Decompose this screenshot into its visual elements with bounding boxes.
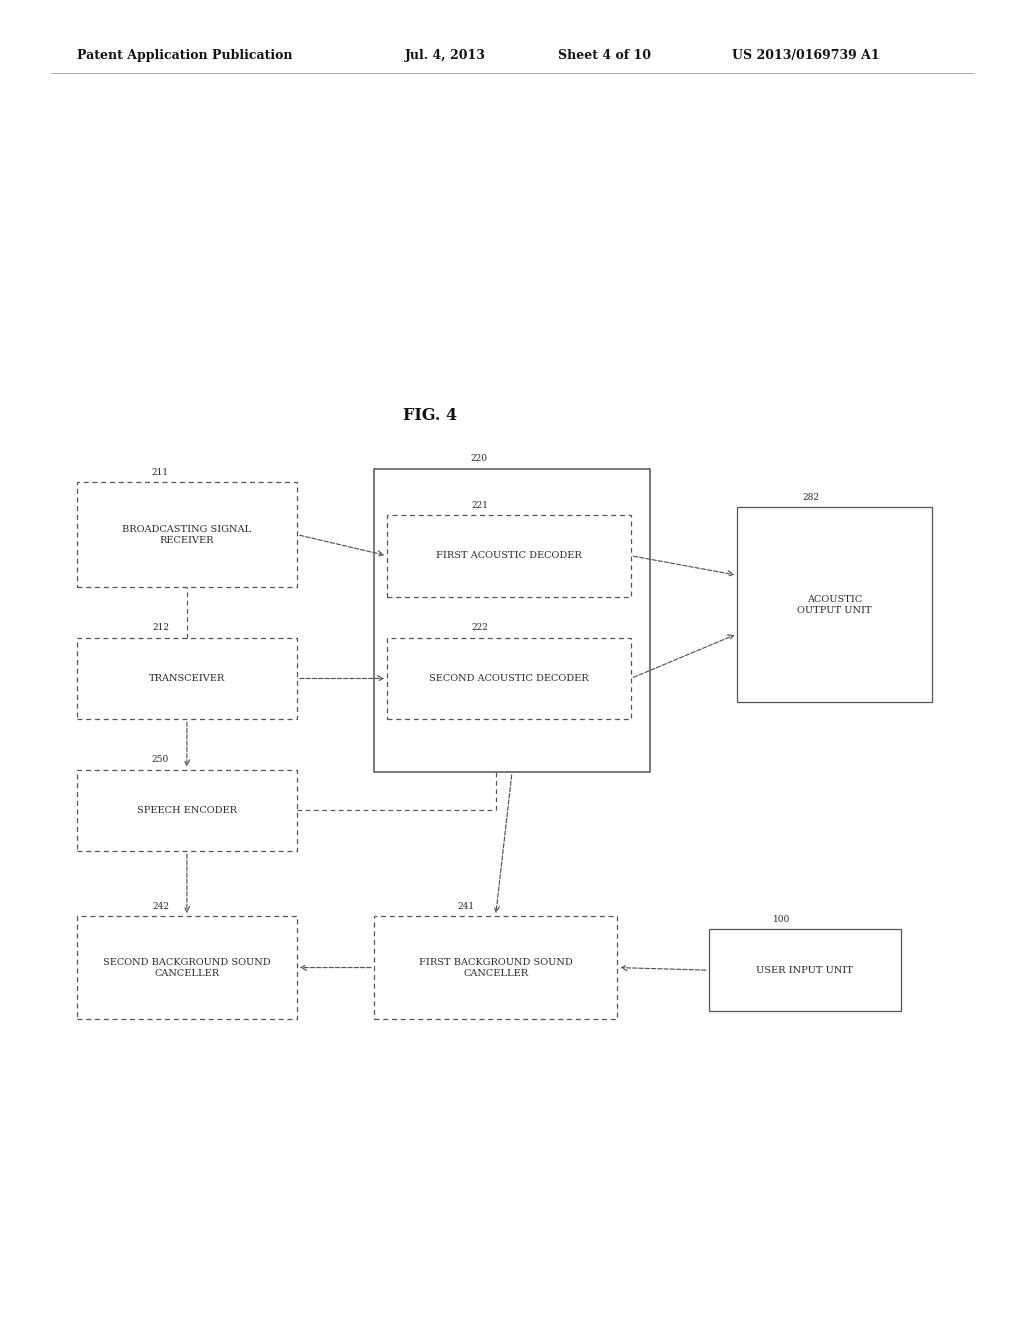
Text: 241: 241 [458,902,475,911]
Bar [77,638,297,719]
Bar [387,515,631,597]
Text: TRANSCEIVER: TRANSCEIVER [148,675,225,682]
Text: ACOUSTIC
OUTPUT UNIT: ACOUSTIC OUTPUT UNIT [798,594,871,615]
Text: 282: 282 [803,492,820,502]
Bar [374,469,650,772]
Text: SPEECH ENCODER: SPEECH ENCODER [137,807,237,814]
Text: SECOND BACKGROUND SOUND
CANCELLER: SECOND BACKGROUND SOUND CANCELLER [103,957,270,978]
Text: 100: 100 [773,915,791,924]
Bar [77,482,297,587]
Text: 211: 211 [152,467,169,477]
Bar [77,916,297,1019]
Text: 220: 220 [470,454,487,463]
Bar [387,638,631,719]
Bar [77,770,297,851]
Bar [709,929,901,1011]
Text: 250: 250 [152,755,169,764]
Text: BROADCASTING SIGNAL
RECEIVER: BROADCASTING SIGNAL RECEIVER [122,524,252,545]
Text: SECOND ACOUSTIC DECODER: SECOND ACOUSTIC DECODER [429,675,589,682]
Text: 242: 242 [152,902,169,911]
Text: 212: 212 [152,623,169,632]
Text: 221: 221 [471,500,488,510]
Text: FIG. 4: FIG. 4 [403,408,457,424]
Text: Sheet 4 of 10: Sheet 4 of 10 [558,49,651,62]
Text: USER INPUT UNIT: USER INPUT UNIT [757,966,853,974]
Bar [374,916,617,1019]
Text: Patent Application Publication: Patent Application Publication [77,49,292,62]
Text: 222: 222 [471,623,488,632]
Text: FIRST ACOUSTIC DECODER: FIRST ACOUSTIC DECODER [436,552,582,560]
Text: US 2013/0169739 A1: US 2013/0169739 A1 [732,49,880,62]
Text: FIRST BACKGROUND SOUND
CANCELLER: FIRST BACKGROUND SOUND CANCELLER [419,957,572,978]
Text: Jul. 4, 2013: Jul. 4, 2013 [404,49,485,62]
Bar [737,507,932,702]
